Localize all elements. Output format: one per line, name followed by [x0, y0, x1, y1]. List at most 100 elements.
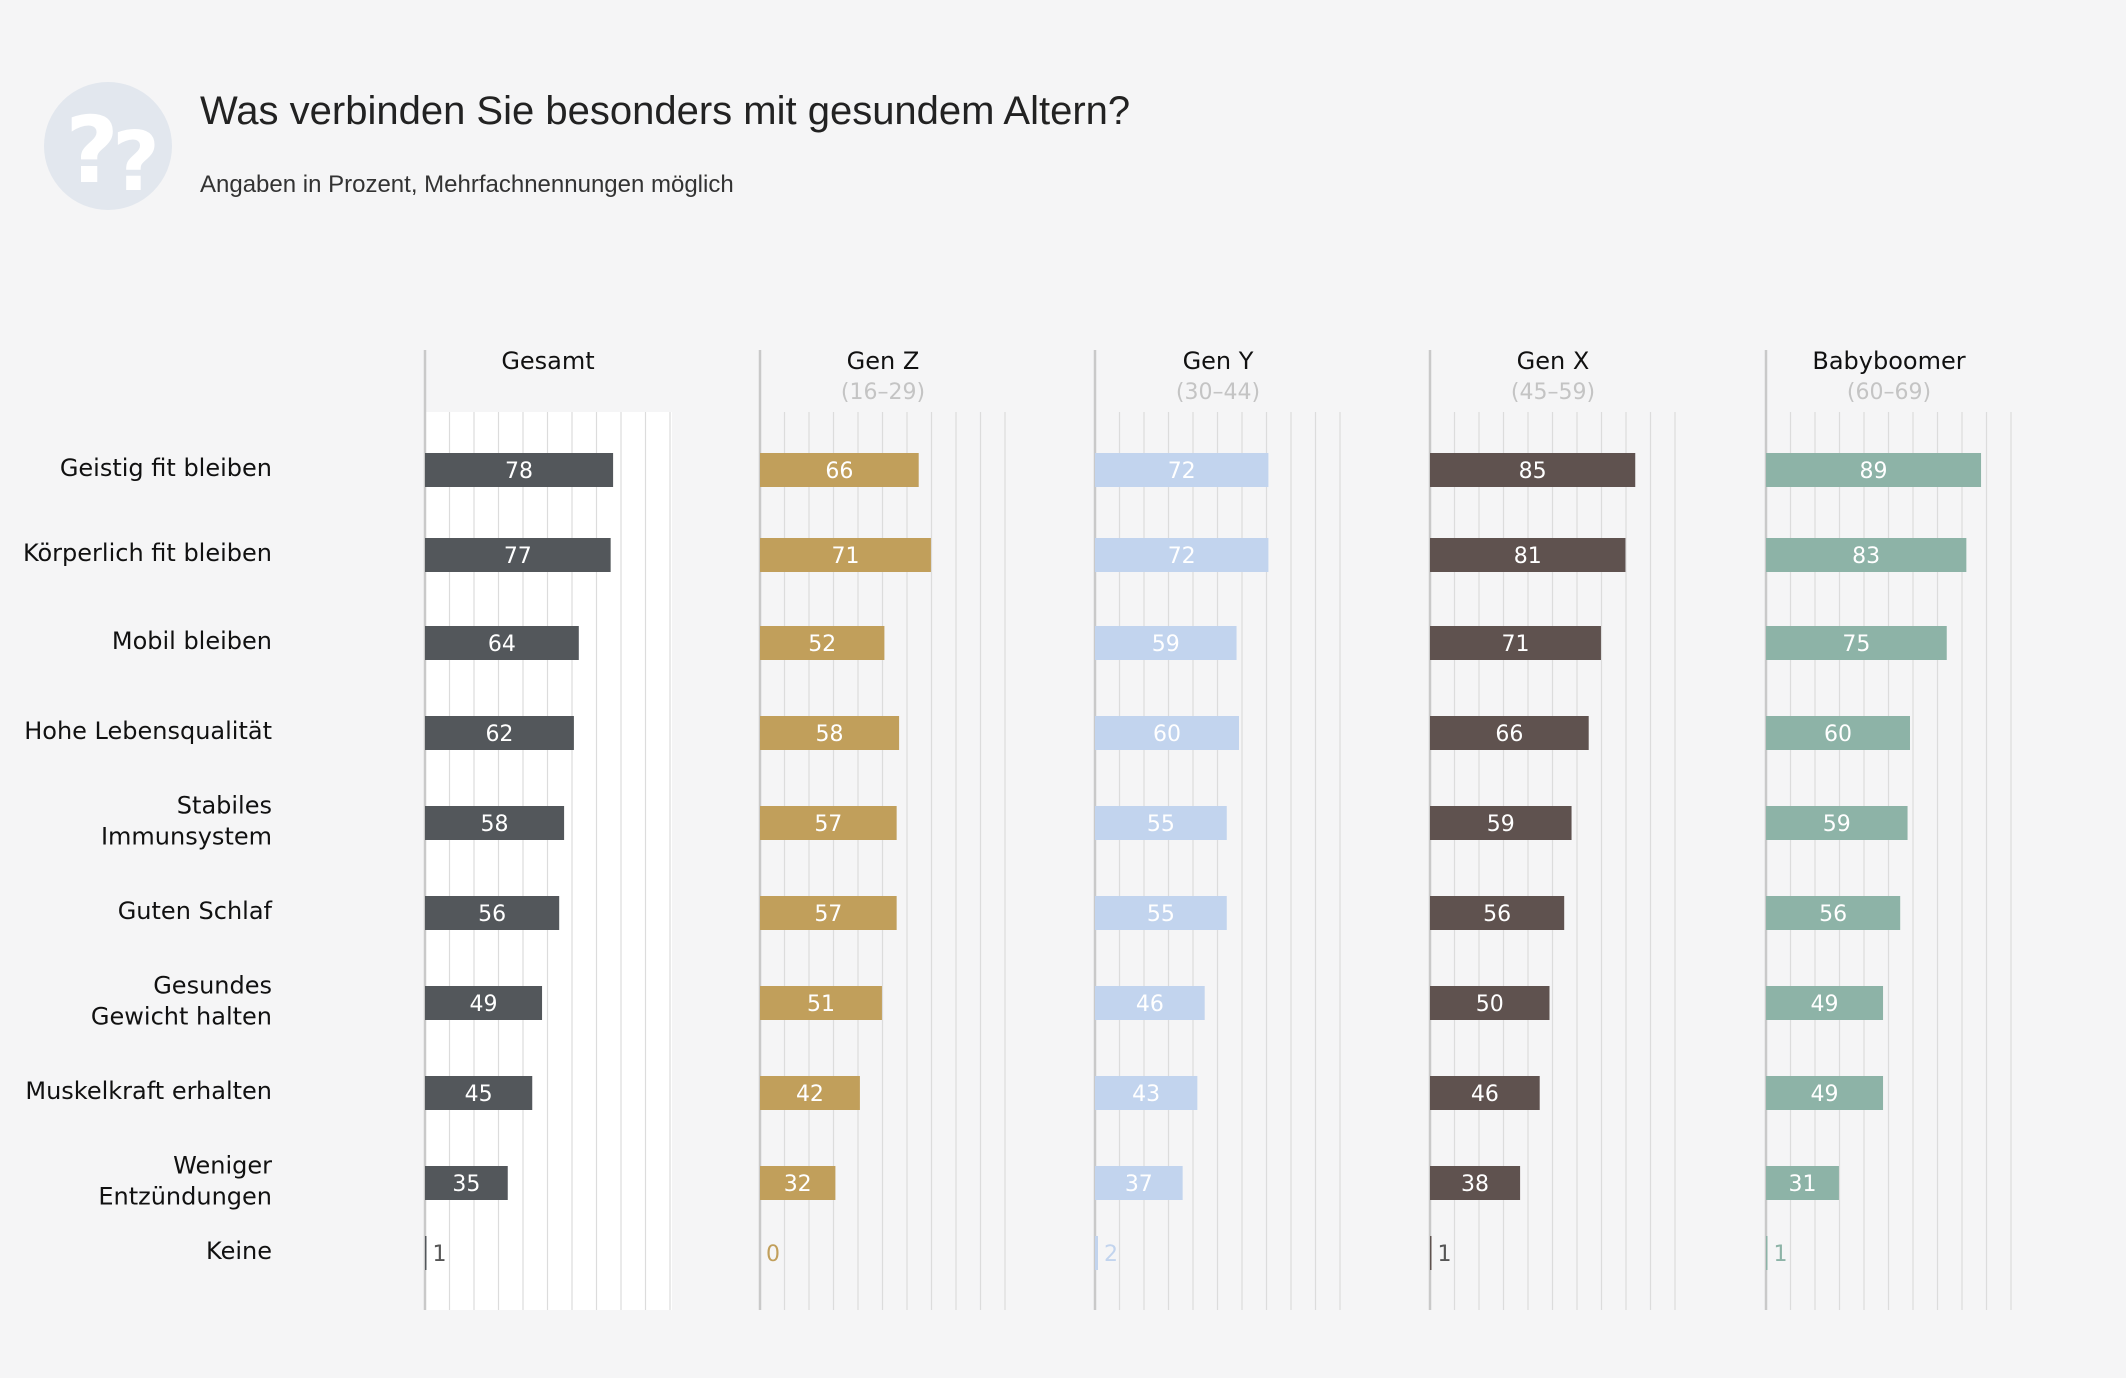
bar [1766, 896, 1901, 930]
bar-value-label: 35 [452, 1172, 480, 1197]
bar-value-label: 57 [814, 812, 842, 837]
bar-value-label: 78 [505, 459, 533, 484]
bar-value-label: 58 [816, 722, 844, 747]
category-label: Weniger [173, 1152, 272, 1180]
bar-value-label: 83 [1852, 544, 1880, 569]
bar [1430, 1236, 1432, 1270]
bar-value-label: 38 [1461, 1172, 1489, 1197]
series-range: (16–29) [841, 380, 925, 405]
bar [1766, 986, 1884, 1020]
bar-value-label: 1 [1438, 1242, 1452, 1267]
series-name: Gesamt [501, 347, 594, 375]
category-label: Körperlich fit bleiben [23, 539, 272, 567]
bar [760, 626, 885, 660]
bar-value-label: 71 [831, 544, 859, 569]
bar-value-label: 32 [784, 1172, 812, 1197]
category-label: Guten Schlaf [118, 897, 273, 925]
series-range: (30–44) [1176, 380, 1260, 405]
svg-text:?: ? [112, 115, 160, 210]
bar-value-label: 43 [1132, 1082, 1160, 1107]
bar-value-label: 49 [470, 992, 498, 1017]
bar-value-label: 2 [1104, 1242, 1118, 1267]
bar [1430, 716, 1589, 750]
series-name: Babyboomer [1812, 347, 1965, 375]
bar-value-label: 52 [808, 632, 836, 657]
bar-value-label: 49 [1811, 1082, 1839, 1107]
bar [1430, 986, 1550, 1020]
bar-value-label: 72 [1168, 544, 1196, 569]
bar [1095, 716, 1239, 750]
panel-babyboomer: Babyboomer (60–69) 89 83 75 60 59 56 49 49 31 1 [1764, 347, 2012, 1310]
chart-panels: Gesamt 78 77 64 62 58 56 49 45 35 1 Gen Z (16–29) 66 7… [423, 347, 2012, 1310]
bar [425, 806, 565, 840]
panel-gen-z: Gen Z (16–29) 66 71 52 58 57 57 51 42 32 0 [758, 347, 1006, 1310]
bar [1430, 1166, 1521, 1200]
category-label: Hohe Lebensqualität [24, 717, 272, 745]
bar [425, 1166, 508, 1200]
category-label: Immunsystem [101, 823, 272, 851]
bar-value-label: 59 [1487, 812, 1515, 837]
bar-value-label: 60 [1824, 722, 1852, 747]
bar-value-label: 66 [1495, 722, 1523, 747]
bar [1766, 716, 1910, 750]
bar [1766, 626, 1947, 660]
bar [1430, 453, 1636, 487]
bar-value-label: 46 [1136, 992, 1164, 1017]
category-labels: Geistig fit bleiben Körperlich fit bleibe… [23, 454, 273, 1265]
series-range: (45–59) [1511, 380, 1595, 405]
bar [760, 538, 931, 572]
bar-value-label: 56 [478, 902, 506, 927]
bar [1430, 626, 1601, 660]
bar-value-label: 64 [488, 632, 516, 657]
bar [1430, 806, 1572, 840]
bar [1430, 538, 1626, 572]
bar-value-label: 60 [1153, 722, 1181, 747]
bar-value-label: 0 [766, 1242, 780, 1267]
bar [1766, 538, 1967, 572]
bar-value-label: 72 [1168, 459, 1196, 484]
bar-value-label: 59 [1823, 812, 1851, 837]
bar-value-label: 77 [504, 544, 532, 569]
bar-value-label: 85 [1519, 459, 1547, 484]
bar-value-label: 75 [1842, 632, 1870, 657]
category-label: Gesundes [153, 972, 272, 1000]
category-label: Stabiles [177, 792, 272, 820]
panel-gen-y: Gen Y (30–44) 72 72 59 60 55 55 46 43 37 2 [1093, 347, 1341, 1310]
bar [1766, 1236, 1768, 1270]
bar [1095, 626, 1237, 660]
bar-value-label: 45 [465, 1082, 493, 1107]
series-name: Gen Y [1183, 347, 1254, 375]
bar [1095, 1166, 1183, 1200]
bar [1095, 1236, 1098, 1270]
bar [1766, 453, 1982, 487]
bar [760, 806, 897, 840]
bar [1766, 1166, 1839, 1200]
bar-value-label: 1 [433, 1242, 447, 1267]
category-label: Entzündungen [98, 1183, 272, 1211]
series-range: (60–69) [1847, 380, 1931, 405]
bar [760, 896, 897, 930]
bar-value-label: 58 [481, 812, 509, 837]
panel-gen-x: Gen X (45–59) 85 81 71 66 59 56 50 46 38 1 [1428, 347, 1676, 1310]
chart-title: Was verbinden Sie besonders mit gesundem… [200, 89, 1130, 133]
bar-value-label: 55 [1147, 902, 1175, 927]
bar-value-label: 42 [796, 1082, 824, 1107]
bar [1766, 1076, 1884, 1110]
bar [425, 626, 579, 660]
category-label: Geistig fit bleiben [60, 454, 272, 482]
bar [425, 716, 574, 750]
category-label: Gewicht halten [91, 1003, 272, 1031]
bar-value-label: 50 [1476, 992, 1504, 1017]
category-label: Muskelkraft erhalten [25, 1077, 272, 1105]
bar [425, 896, 560, 930]
bar [760, 986, 882, 1020]
bar [1095, 538, 1269, 572]
bar-value-label: 55 [1147, 812, 1175, 837]
bar [1430, 1076, 1540, 1110]
bar [760, 1076, 860, 1110]
bar-value-label: 51 [807, 992, 835, 1017]
bar-value-label: 71 [1501, 632, 1529, 657]
bar-value-label: 56 [1819, 902, 1847, 927]
bar-value-label: 49 [1811, 992, 1839, 1017]
